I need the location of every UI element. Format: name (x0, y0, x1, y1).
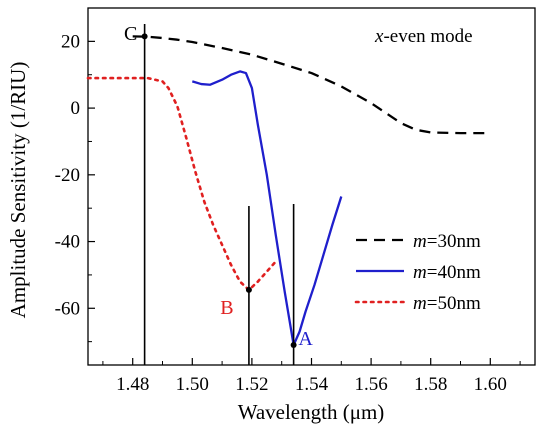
marker-label-A: A (298, 328, 313, 350)
y-tick-label: 0 (71, 98, 81, 119)
x-tick-label: 1.54 (295, 374, 329, 395)
legend-label-italic: m (413, 293, 427, 314)
marker-point-B (245, 286, 252, 293)
marker-label-B: B (220, 297, 233, 319)
legend-label-0: m=30nm (413, 231, 481, 252)
x-ticks: 1.48 1.50 1.52 1.54 1.56 1.58 1.60 (102, 358, 521, 395)
x-tick-label: 1.60 (474, 374, 507, 395)
marker-layer: C B A (124, 23, 313, 365)
x-tick-label: 1.48 (116, 374, 149, 395)
x-axis-label: Wavelength (μm) (238, 400, 385, 424)
x-tick-label: 1.52 (235, 374, 268, 395)
x-tick-label: 1.56 (354, 374, 387, 395)
legend-label-rest: =40nm (427, 262, 481, 283)
mode-annotation-rest: -even mode (383, 26, 472, 47)
marker-point-C (141, 33, 148, 40)
legend-label-2: m=50nm (413, 293, 481, 314)
y-ticks: 20 0 -20 -40 -60 (55, 31, 95, 343)
y-axis-label: Amplitude Sensitivity (1/RIU) (6, 62, 30, 319)
series-layer (86, 35, 491, 347)
legend-label-italic: m (413, 231, 427, 252)
y-tick-label: -60 (55, 298, 80, 319)
series-line-1 (191, 70, 343, 347)
legend-label-1: m=40nm (413, 262, 481, 283)
legend-label-rest: =30nm (427, 231, 481, 252)
x-tick-label: 1.58 (414, 374, 447, 395)
x-tick-label: 1.50 (176, 374, 209, 395)
y-tick-label: -40 (55, 232, 80, 253)
legend-label-rest: =50nm (427, 293, 481, 314)
mode-annotation-italic: x (374, 26, 384, 47)
series-line-0 (132, 35, 491, 135)
y-tick-label: -20 (55, 165, 80, 186)
y-tick-label: 20 (61, 31, 80, 52)
series-line-2 (86, 76, 278, 292)
marker-label-C: C (124, 23, 137, 45)
legend-label-italic: m (413, 262, 427, 283)
marker-point-A (290, 341, 297, 348)
mode-annotation: x-even mode (374, 26, 473, 47)
